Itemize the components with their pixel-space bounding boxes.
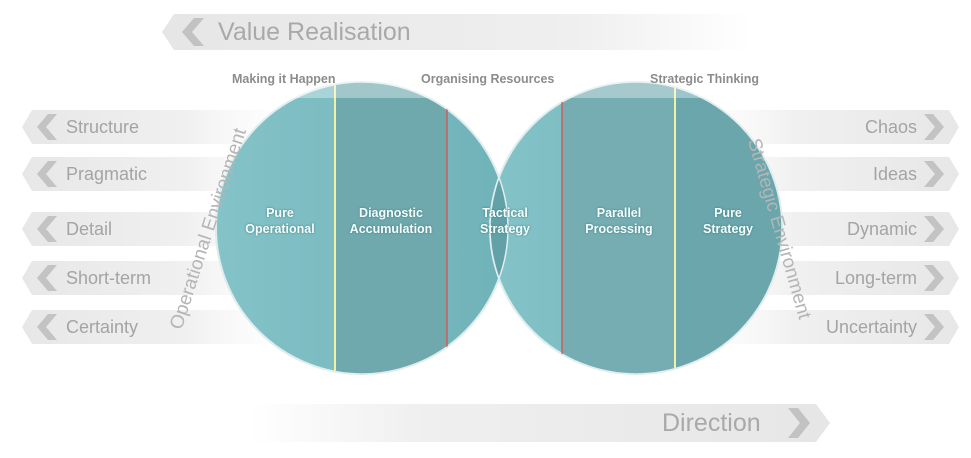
pure-operational-label: Pure Operational [245, 206, 315, 237]
chevron-left-icon [37, 161, 57, 187]
value-realisation-banner: Value Realisation [160, 12, 752, 52]
chevron-left-icon [182, 18, 204, 46]
left-item-label: Certainty [66, 317, 139, 337]
banner-background [162, 14, 752, 50]
value-realisation-label: Value Realisation [218, 18, 411, 46]
parallel-processing-label: Parallel Processing [585, 206, 653, 237]
left-item-label: Short-term [66, 268, 152, 288]
right-item-label: Uncertainty [825, 317, 917, 337]
left-item-structure: Structure [20, 109, 320, 145]
chevron-right-icon [924, 314, 944, 340]
chevron-left-icon [37, 114, 57, 140]
row-background [22, 110, 320, 144]
right-item-label: Ideas [872, 164, 917, 184]
parallel-band [562, 82, 675, 374]
chevron-right-icon [924, 216, 944, 242]
pure-strategy-label: Pure Strategy [702, 206, 754, 237]
direction-banner: Direction [250, 402, 832, 442]
organising-resources-label: Organising Resources [421, 72, 555, 86]
row-background [22, 310, 320, 344]
chevron-left-icon [37, 265, 57, 291]
right-item-label: Dynamic [846, 219, 917, 239]
tactical-strategy-label: Tactical Strategy [479, 206, 531, 237]
left-item-certainty: Certainty [20, 309, 320, 345]
banner-background [250, 404, 830, 442]
right-item-label: Long-term [834, 268, 917, 288]
top-label-band [228, 64, 780, 98]
chevron-right-icon [924, 161, 944, 187]
left-item-label: Detail [66, 219, 113, 239]
chevron-left-icon [37, 216, 57, 242]
chevron-right-icon [924, 114, 944, 140]
direction-label: Direction [662, 409, 761, 437]
chevron-right-icon [788, 408, 810, 438]
strategic-thinking-label: Strategic Thinking [650, 72, 760, 86]
right-item-label: Chaos [864, 117, 917, 137]
diagnostic-band [335, 82, 447, 374]
left-item-label: Pragmatic [66, 164, 148, 184]
left-item-label: Structure [66, 117, 140, 137]
diagnostic-accumulation-label: Diagnostic Accumulation [349, 206, 433, 237]
chevron-left-icon [37, 314, 57, 340]
making-it-happen-label: Making it Happen [232, 72, 336, 86]
chevron-right-icon [924, 265, 944, 291]
